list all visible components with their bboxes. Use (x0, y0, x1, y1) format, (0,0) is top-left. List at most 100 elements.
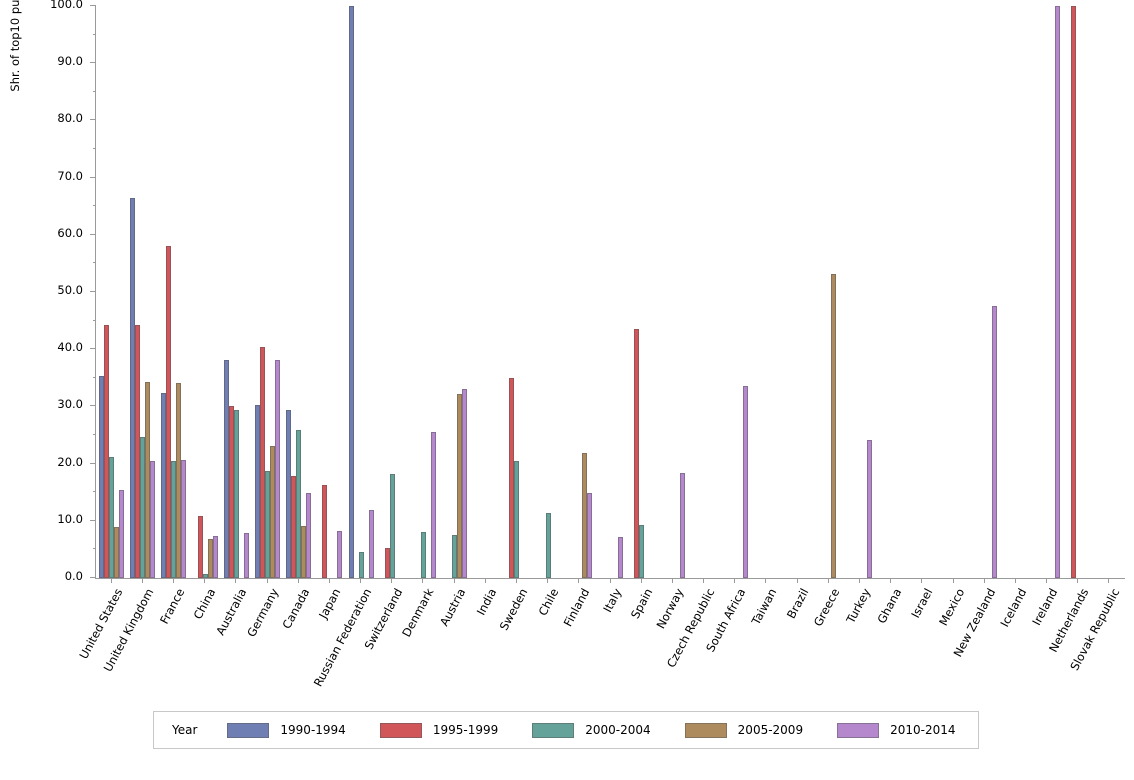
bar (99, 376, 105, 578)
y-tick: 20.0 (1, 455, 96, 469)
y-tick-minor (1, 491, 96, 493)
bar-group (442, 6, 468, 578)
bar (1070, 6, 1076, 578)
legend-title: Year (172, 723, 198, 737)
y-axis-label: Shr. of top10 publ., frac (%) (4, 0, 26, 302)
bar-group (255, 6, 280, 578)
y-tick-label: 70.0 (57, 168, 83, 183)
bar (135, 325, 141, 578)
y-tick-label: 0.0 (64, 569, 83, 583)
y-tick-minor-mark (92, 148, 96, 149)
y-tick-minor-mark (92, 548, 96, 550)
bar (202, 574, 208, 578)
bar-group (317, 6, 343, 578)
x-tick-mark (141, 579, 143, 583)
y-tick-mark (90, 348, 96, 350)
y-tick-minor (1, 548, 96, 550)
bar-group (348, 6, 374, 578)
x-tick-mark (1108, 579, 1110, 583)
y-tick-minor-mark (92, 319, 96, 321)
y-tick-mark (90, 176, 96, 178)
legend-swatch (532, 722, 575, 738)
legend-label: 1995-1999 (432, 723, 499, 737)
y-tick-mark (90, 405, 96, 407)
bar (296, 429, 302, 578)
legend-entry[interactable]: 2000-2004 (532, 722, 651, 738)
y-tick-minor-mark (92, 90, 96, 92)
x-tick-mark (703, 579, 705, 583)
bar-group (223, 6, 249, 578)
bar-group (910, 6, 935, 578)
bar-group (660, 6, 686, 578)
bar (260, 346, 265, 578)
legend-swatch (837, 722, 880, 738)
x-tick-mark (1077, 579, 1079, 583)
bar-group (161, 6, 187, 578)
bar (104, 325, 110, 578)
bar (337, 530, 343, 578)
y-tick: 80.0 (1, 111, 96, 125)
y-tick: 90.0 (1, 54, 96, 68)
y-tick-mark (90, 5, 96, 6)
bar (166, 245, 172, 578)
bar (114, 526, 120, 578)
x-tick-mark (609, 579, 611, 583)
y-tick-minor (1, 319, 96, 321)
legend-swatch (684, 722, 727, 738)
x-tick-mark (671, 579, 673, 583)
x-tick-mark (827, 579, 829, 583)
bar (867, 439, 873, 578)
bar (207, 539, 213, 578)
bar (452, 535, 458, 578)
bar-group (692, 6, 717, 578)
x-tick-mark (422, 579, 424, 583)
bar (514, 461, 520, 578)
y-tick: 100.0 (1, 0, 96, 11)
legend-label: 2000-2004 (585, 723, 651, 737)
x-tick-mark (235, 579, 237, 583)
bar (223, 359, 229, 578)
y-tick-minor-mark (92, 33, 96, 35)
bar (301, 525, 307, 578)
x-tick-mark (391, 579, 393, 583)
chart-legend: Year 1990-1994 1995-1999 2000-2004 2005-200… (153, 711, 979, 749)
y-tick-mark (90, 519, 96, 521)
bar-chart-figure: Shr. of top10 publ., frac (%) 0.0 10.0 20.… (1, 0, 1125, 749)
bar (430, 431, 436, 578)
legend-entry[interactable]: 2010-2014 (837, 722, 956, 738)
y-tick-minor (1, 148, 96, 149)
x-tick-mark (858, 579, 860, 583)
legend-entry[interactable]: 1990-1994 (227, 722, 346, 738)
legend-entry[interactable]: 1995-1999 (379, 722, 499, 738)
bar-group (473, 6, 498, 578)
y-tick-minor-mark (92, 205, 96, 207)
bar-group (972, 6, 998, 578)
bar (509, 377, 515, 578)
y-tick-minor (1, 205, 96, 207)
bar-group (1097, 6, 1122, 578)
bar (618, 536, 623, 578)
bar-group (536, 6, 561, 578)
y-tick-minor (1, 90, 96, 92)
bar-group (380, 6, 405, 578)
bar-group (723, 6, 748, 578)
bar (243, 532, 249, 578)
bar (680, 473, 686, 578)
x-tick-mark (484, 579, 486, 583)
bar (119, 490, 125, 578)
bar (286, 409, 292, 578)
y-tick-minor-mark (92, 376, 96, 378)
bar (228, 405, 234, 578)
bar (255, 404, 260, 578)
bar (639, 525, 645, 578)
x-tick-mark (796, 579, 798, 583)
legend-label: 2005-2009 (737, 723, 804, 737)
bar (742, 386, 748, 578)
bar (270, 446, 275, 578)
bar-group (286, 6, 312, 578)
legend-entry[interactable]: 2005-2009 (684, 722, 804, 738)
y-tick-label: 100.0 (50, 0, 83, 11)
bar (457, 394, 463, 578)
x-tick-mark (328, 579, 330, 583)
y-tick-mark (90, 577, 96, 578)
